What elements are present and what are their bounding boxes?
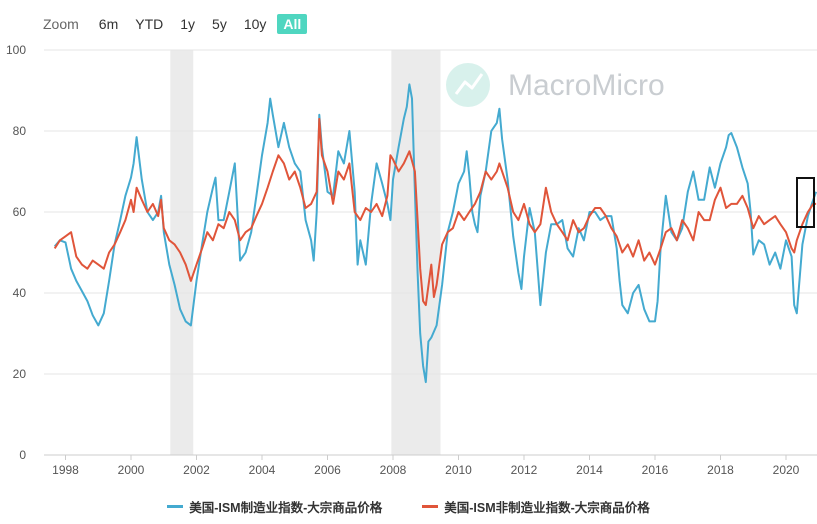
- y-tick-label: 20: [13, 367, 27, 381]
- legend-swatch-nonmanufacturing: [422, 505, 439, 508]
- series-lines: [53, 83, 817, 384]
- x-tick-label: 2014: [576, 463, 603, 477]
- legend-item-manufacturing[interactable]: 美国-ISM制造业指数-大宗商品价格: [167, 497, 382, 516]
- latest-highlight-box: [796, 177, 815, 228]
- zoom-bar: Zoom 6m YTD 1y 5y 10y All: [43, 12, 312, 36]
- zoom-ytd-button[interactable]: YTD: [135, 16, 164, 32]
- legend: 美国-ISM制造业指数-大宗商品价格 美国-ISM非制造业指数-大宗商品价格: [0, 497, 817, 516]
- x-tick-label: 2018: [707, 463, 734, 477]
- x-tick-label: 1998: [52, 463, 79, 477]
- x-tick-label: 2002: [183, 463, 210, 477]
- x-tick-label: 2016: [642, 463, 669, 477]
- zoom-all-button[interactable]: All: [277, 14, 308, 34]
- recession-band: [170, 50, 194, 455]
- x-tick-label: 2000: [118, 463, 145, 477]
- x-tick-label: 2010: [445, 463, 472, 477]
- legend-label-manufacturing: 美国-ISM制造业指数-大宗商品价格: [189, 501, 383, 515]
- y-tick-label: 100: [6, 43, 26, 57]
- watermark-logo-mark: [454, 73, 484, 95]
- legend-item-nonmanufacturing[interactable]: 美国-ISM非制造业指数-大宗商品价格: [422, 497, 650, 516]
- x-tick-label: 2008: [380, 463, 407, 477]
- series-line-nonmanufacturing: [53, 117, 817, 307]
- y-tick-label: 0: [19, 448, 26, 462]
- x-tick-label: 2006: [314, 463, 341, 477]
- grid-lines: [44, 49, 817, 456]
- zoom-5y-button[interactable]: 5y: [212, 16, 227, 32]
- y-axis-ticks: 0 20 40 60 80 100: [6, 43, 26, 462]
- zoom-10y-button[interactable]: 10y: [243, 16, 267, 32]
- zoom-label: Zoom: [43, 16, 79, 32]
- zoom-6m-button[interactable]: 6m: [98, 16, 119, 32]
- x-tick-label: 2020: [773, 463, 800, 477]
- series-line-manufacturing: [53, 83, 817, 384]
- legend-label-nonmanufacturing: 美国-ISM非制造业指数-大宗商品价格: [444, 501, 650, 515]
- recession-bands: [170, 50, 441, 455]
- watermark: MacroMicro: [446, 63, 665, 107]
- zoom-1y-button[interactable]: 1y: [180, 16, 196, 32]
- y-tick-label: 80: [13, 124, 27, 138]
- y-tick-label: 60: [13, 205, 27, 219]
- x-tick-label: 2004: [249, 463, 276, 477]
- watermark-text: MacroMicro: [508, 69, 665, 102]
- y-tick-label: 40: [13, 286, 27, 300]
- x-axis-ticks: 1998 2000 2002 2004 2006 2008 2010 2012 2014 2016…: [52, 455, 800, 477]
- legend-swatch-manufacturing: [167, 505, 184, 508]
- x-tick-label: 2012: [511, 463, 538, 477]
